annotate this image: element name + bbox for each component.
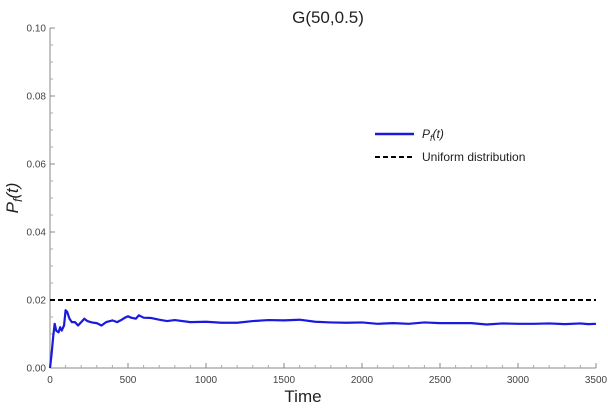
x-tick-label: 3500: [585, 375, 608, 386]
x-tick-label: 2000: [351, 375, 374, 386]
y-tick-label: 0.00: [27, 364, 47, 375]
y-tick-label: 0.04: [27, 228, 47, 239]
y-tick-label: 0.06: [27, 160, 47, 171]
y-tick-label: 0.10: [27, 24, 47, 35]
x-tick-label: 1000: [195, 375, 218, 386]
legend-label-series-1: Pf(t): [422, 127, 444, 143]
x-ticks: 0 500 1000 1500 2000 2500 3000 3500: [47, 363, 608, 386]
series-line-1: [48, 309, 597, 369]
x-tick-label: 2500: [429, 375, 452, 386]
x-axis-title: Time: [284, 387, 321, 406]
y-axis-title: Pf(t): [3, 183, 25, 214]
plot-area: 0.00 0.02 0.04 0.06 0.08 0.10 0 500 1000 1500 200…: [27, 24, 608, 387]
y-tick-label: 0.08: [27, 92, 47, 103]
legend: Pf(t) Uniform distribution: [375, 127, 525, 164]
series-layer: [48, 299, 597, 369]
y-ticks: 0.00 0.02 0.04 0.06 0.08 0.10: [27, 24, 55, 375]
x-tick-label: 500: [120, 375, 137, 386]
chart-title: G(50,0.5): [292, 8, 364, 27]
x-tick-label: 3000: [507, 375, 530, 386]
x-tick-label: 1500: [273, 375, 296, 386]
y-tick-label: 0.02: [27, 296, 47, 307]
legend-label-series-2: Uniform distribution: [422, 150, 525, 164]
x-tick-label: 0: [47, 375, 53, 386]
